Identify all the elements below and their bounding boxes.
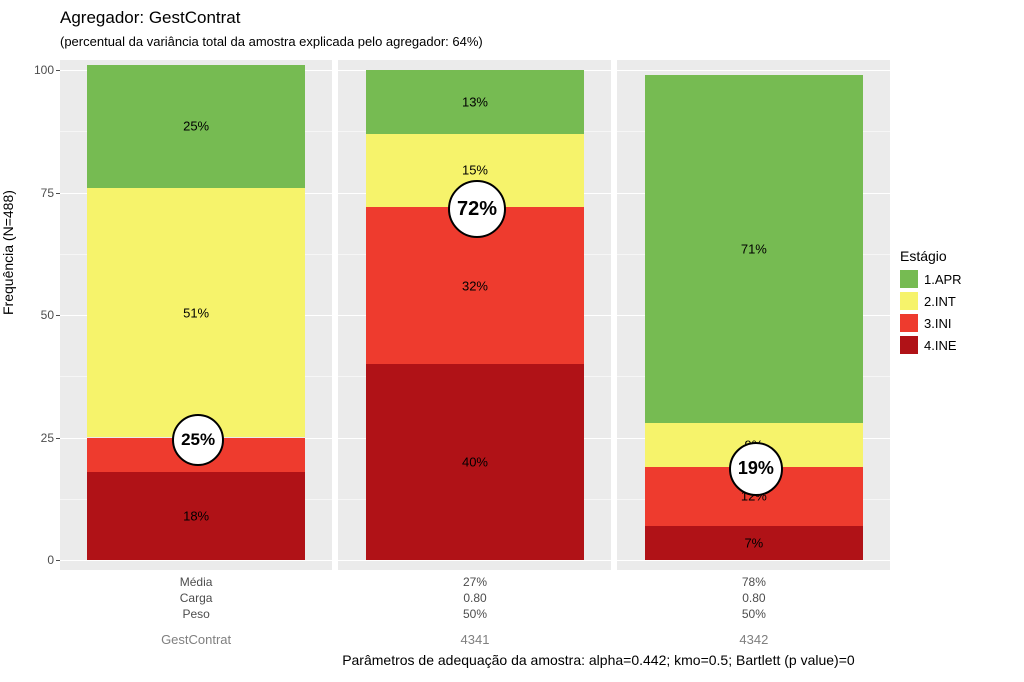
legend-swatch <box>900 270 918 288</box>
legend-label: 2.INT <box>924 294 956 309</box>
segment-label: 32% <box>366 278 584 293</box>
legend-item: 2.INT <box>900 292 1018 310</box>
plot-area: 025507510018%51%25%25%40%32%15%13%72%7%1… <box>60 60 890 570</box>
chart-subtitle: (percentual da variância total da amostr… <box>60 34 483 49</box>
chart-title: Agregador: GestContrat <box>60 8 240 28</box>
summary-bubble: 25% <box>172 414 224 466</box>
summary-bubble: 19% <box>729 442 783 496</box>
y-tick-label: 75 <box>41 186 54 200</box>
x-sublabels: 78% 0.80 50% <box>618 574 890 623</box>
x-category-label: 4341 <box>339 632 611 647</box>
summary-bubble: 72% <box>448 180 506 238</box>
panel: 7%12%9%71%19% <box>618 60 890 570</box>
legend-label: 4.INE <box>924 338 957 353</box>
segment-label: 25% <box>87 119 305 134</box>
x-category-label: GestContrat <box>60 632 332 647</box>
segment-label: 15% <box>366 163 584 178</box>
stacked-bar: 18% 51% 25% 25% <box>87 70 305 560</box>
legend-swatch <box>900 314 918 332</box>
chart-container: Agregador: GestContrat (percentual da va… <box>0 0 1024 682</box>
segment-label: 7% <box>645 535 863 550</box>
y-tick-label: 25 <box>41 431 54 445</box>
legend-title: Estágio <box>900 248 1018 264</box>
legend-item: 4.INE <box>900 336 1018 354</box>
x-sublabels: 27% 0.80 50% <box>339 574 611 623</box>
y-axis-label: Frequência (N=488) <box>0 190 16 315</box>
stacked-bar: 40% 32% 15% 13% 72% <box>366 70 584 560</box>
y-tick-label: 50 <box>41 308 54 322</box>
x-axis-caption: Parâmetros de adequação da amostra: alph… <box>342 652 854 668</box>
legend-swatch <box>900 292 918 310</box>
panel: 40% 32% 15% 13% 72% <box>339 60 611 570</box>
legend-item: 1.APR <box>900 270 1018 288</box>
legend-swatch <box>900 336 918 354</box>
legend: Estágio 1.APR 2.INT 3.INI 4.INE <box>900 248 1018 358</box>
stacked-bar: 7%12%9%71%19% <box>645 70 863 560</box>
panel-separator <box>611 60 617 570</box>
segment-label: 71% <box>645 241 863 256</box>
y-tick-label: 100 <box>34 63 54 77</box>
x-sublabels: Média Carga Peso <box>60 574 332 623</box>
segment-label: 18% <box>87 508 305 523</box>
panel: 18% 51% 25% 25% <box>60 60 332 570</box>
x-category-label: 4342 <box>618 632 890 647</box>
legend-item: 3.INI <box>900 314 1018 332</box>
panel-separator <box>332 60 338 570</box>
segment-label: 40% <box>366 455 584 470</box>
y-tick-label: 0 <box>47 553 54 567</box>
legend-label: 1.APR <box>924 272 962 287</box>
segment-label: 51% <box>87 305 305 320</box>
legend-label: 3.INI <box>924 316 951 331</box>
segment-label: 13% <box>366 94 584 109</box>
